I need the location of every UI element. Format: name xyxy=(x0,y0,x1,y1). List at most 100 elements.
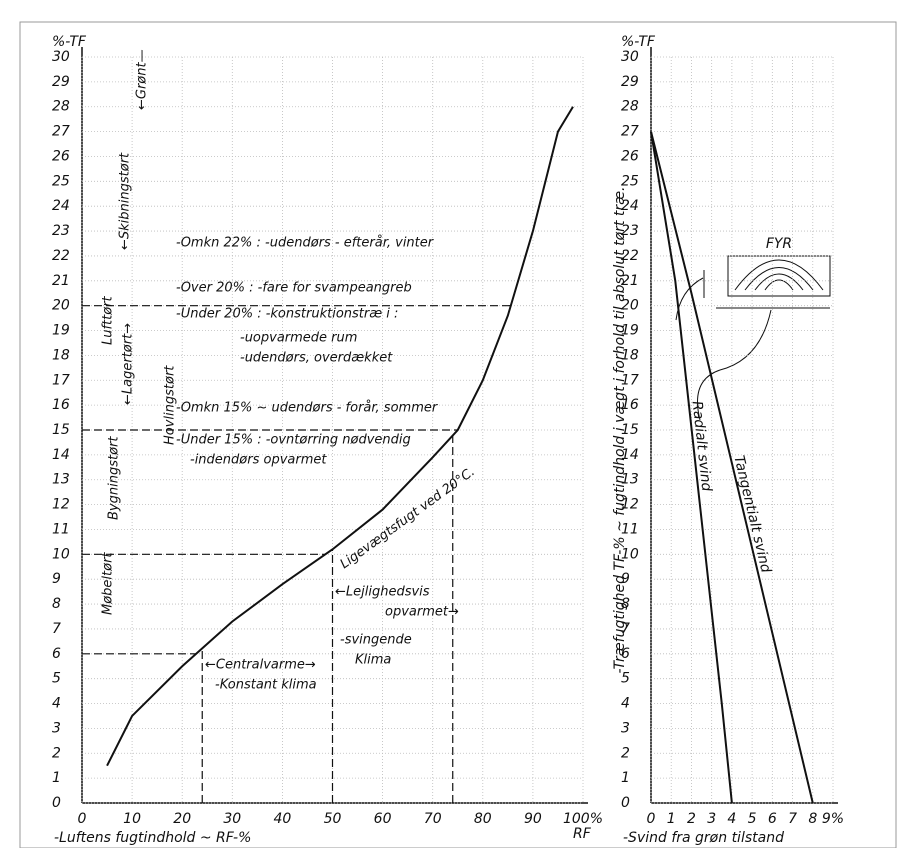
x-tick-label: 2 xyxy=(687,811,696,827)
y-tick-label: 28 xyxy=(621,99,639,115)
y-tick-label: 26 xyxy=(52,148,70,164)
y-tick-label: 13 xyxy=(621,472,639,488)
x-tick-label: 0 xyxy=(647,811,656,827)
x-tick-label: 10 xyxy=(123,811,141,827)
y-tick-label: 4 xyxy=(621,696,630,712)
y-tick-label: 25 xyxy=(52,173,70,189)
y-tick-label: 3 xyxy=(621,720,630,736)
y-tick-label: 7 xyxy=(621,621,630,637)
x-end-label: RF xyxy=(573,826,592,842)
y-tick-label: 15 xyxy=(621,422,639,438)
annotation: Bygningstørt xyxy=(107,436,122,520)
y-tick-label: 10 xyxy=(621,546,639,562)
y-tick-label: 22 xyxy=(52,248,70,264)
annotation: -udendørs, overdækket xyxy=(240,351,393,366)
y-tick-label: 23 xyxy=(52,223,70,239)
y-tick-label: 6 xyxy=(621,646,630,662)
y-tick-label: 3 xyxy=(52,720,61,736)
y-tick-label: 22 xyxy=(621,248,639,264)
annotation: Møbeltørt xyxy=(101,552,116,615)
y-tick-label: 5 xyxy=(52,671,61,687)
annotation: -Omkn 22% : -udendørs - efterår, vinter xyxy=(176,236,435,251)
y-tick-label: 11 xyxy=(621,521,639,537)
x-tick-label: 3 xyxy=(707,811,716,827)
y-axis-title: %-TF xyxy=(52,34,87,50)
y-tick-label: 19 xyxy=(621,323,639,339)
y-tick-label: 9 xyxy=(621,571,630,587)
x-tick-label: 20 xyxy=(173,811,191,827)
annotation: -svingende xyxy=(340,633,412,648)
annotation: -indendørs opvarmet xyxy=(190,453,327,468)
y-tick-label: 28 xyxy=(52,99,70,115)
y-tick-label: 7 xyxy=(52,621,61,637)
annotation: ←Skibningstørt xyxy=(118,152,133,250)
y-tick-label: 16 xyxy=(52,397,70,413)
y-tick-label: 14 xyxy=(621,447,639,463)
annotation: opvarmet→ xyxy=(385,605,459,620)
annotation: ←Grønt— xyxy=(135,49,150,110)
x-tick-label: 7 xyxy=(788,811,797,827)
y-tick-label: 2 xyxy=(621,745,630,761)
y-tick-label: 8 xyxy=(621,596,630,612)
y-tick-label: 17 xyxy=(52,372,70,388)
y-tick-label: 30 xyxy=(52,49,70,65)
x-tick-label: 70 xyxy=(424,811,442,827)
y-tick-label: 5 xyxy=(621,671,630,687)
y-tick-label: 17 xyxy=(621,372,639,388)
y-tick-label: 15 xyxy=(52,422,70,438)
x-tick-label: 6 xyxy=(768,811,777,827)
x-tick-label: 8 xyxy=(808,811,817,827)
y-tick-label: 2 xyxy=(52,745,61,761)
y-tick-label: 23 xyxy=(621,223,639,239)
annotation: Ligevægtsfugt ved 20°C. xyxy=(338,464,478,572)
line xyxy=(106,106,574,767)
y-tick-label: 30 xyxy=(621,49,639,65)
y-tick-label: 29 xyxy=(52,74,70,90)
y-tick-label: 4 xyxy=(52,696,61,712)
x-tick-label: 1 xyxy=(667,811,676,827)
y-axis-title: %-TF xyxy=(621,34,656,50)
y-tick-label: 16 xyxy=(621,397,639,413)
y-tick-label: 0 xyxy=(621,795,630,811)
y-label: -Træfugtighed TF-% ~ fugtindhold i vægt … xyxy=(612,186,628,673)
line xyxy=(650,131,814,804)
y-tick-label: 26 xyxy=(621,148,639,164)
x-tick-label: 90 xyxy=(524,811,542,827)
annotation: ←Centralvarme→ xyxy=(205,658,316,673)
annotation: -Konstant klima xyxy=(215,678,317,693)
y-tick-label: 24 xyxy=(52,198,70,214)
inset-label: FYR xyxy=(766,236,792,252)
y-tick-label: 21 xyxy=(621,273,639,289)
y-tick-label: 24 xyxy=(621,198,639,214)
x-tick-label: 9% xyxy=(822,811,844,827)
y-tick-label: 12 xyxy=(52,497,70,513)
annotation: -Omkn 15% ~ udendørs - forår, sommer xyxy=(176,401,439,416)
series-label: Tangentialt svind xyxy=(730,454,773,574)
y-tick-label: 10 xyxy=(52,546,70,562)
x-axis-title: -Luftens fugtindhold ~ RF-% xyxy=(54,830,251,846)
x-tick-label: 0 xyxy=(78,811,87,827)
y-tick-label: 8 xyxy=(52,596,61,612)
x-tick-label: 40 xyxy=(273,811,291,827)
annotation: ←Lejlighedsvis xyxy=(335,585,430,600)
line xyxy=(650,131,733,804)
series-label: Radialt svind xyxy=(689,400,715,492)
annotation: -Over 20% : -fare for svampeangreb xyxy=(176,281,412,296)
y-tick-label: 21 xyxy=(52,273,70,289)
frame xyxy=(19,21,897,848)
y-tick-label: 1 xyxy=(52,770,61,786)
annotation: -Under 15% : -ovntørring nødvendig xyxy=(176,433,411,448)
x-axis-title: -Svind fra grøn tilstand xyxy=(623,830,784,846)
y-tick-label: 20 xyxy=(621,298,639,314)
x-tick-label: 4 xyxy=(727,811,736,827)
x-tick-label: 80 xyxy=(474,811,492,827)
x-tick-label: 60 xyxy=(374,811,392,827)
y-tick-label: 18 xyxy=(621,347,639,363)
annotation: ←Lagertørt→ xyxy=(121,323,136,405)
y-tick-label: 6 xyxy=(52,646,61,662)
x-tick-label: 100% xyxy=(563,811,603,827)
x-tick-label: 30 xyxy=(223,811,241,827)
y-tick-label: 29 xyxy=(621,74,639,90)
x-tick-label: 5 xyxy=(748,811,757,827)
y-tick-label: 27 xyxy=(621,124,639,140)
